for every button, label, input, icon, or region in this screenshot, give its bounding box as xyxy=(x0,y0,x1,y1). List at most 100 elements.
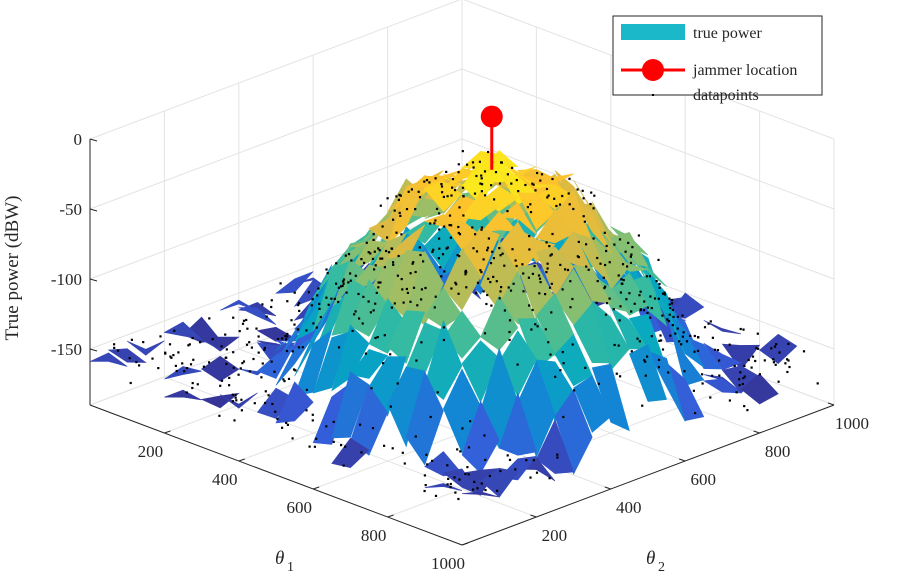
datapoint xyxy=(539,179,542,182)
datapoint xyxy=(189,363,193,366)
surface-patch xyxy=(461,491,500,498)
datapoint xyxy=(479,269,482,272)
surface-patch xyxy=(387,185,426,245)
datapoint xyxy=(373,268,376,271)
datapoint xyxy=(608,261,611,264)
datapoint xyxy=(377,286,380,289)
datapoint xyxy=(349,272,352,275)
surface-patch xyxy=(200,392,240,409)
datapoint xyxy=(365,241,368,244)
datapoint xyxy=(661,314,664,317)
datapoint xyxy=(461,150,464,153)
datapoint xyxy=(554,375,557,378)
datapoint xyxy=(420,288,423,291)
datapoint xyxy=(411,262,414,265)
datapoint xyxy=(319,316,322,319)
datapoint xyxy=(506,454,509,457)
datapoint xyxy=(568,177,571,180)
datapoint xyxy=(392,261,395,264)
surface-patch xyxy=(573,302,612,364)
datapoint xyxy=(556,453,559,456)
datapoint xyxy=(499,290,502,293)
datapoint xyxy=(467,446,471,449)
datapoint xyxy=(383,334,386,337)
datapoint xyxy=(644,360,647,363)
datapoint xyxy=(424,286,427,290)
datapoint xyxy=(480,482,483,485)
datapoint xyxy=(506,210,509,213)
y-tick-label: 400 xyxy=(616,498,642,517)
datapoint xyxy=(385,249,388,253)
datapoint xyxy=(556,456,559,459)
datapoint xyxy=(630,310,633,313)
datapoint xyxy=(372,233,375,236)
datapoint xyxy=(559,263,562,266)
datapoint xyxy=(423,489,426,493)
datapoint xyxy=(657,258,660,261)
surface-patch xyxy=(294,329,333,397)
surface-patch xyxy=(349,349,389,379)
datapoint xyxy=(177,351,180,354)
wall-horizontal-1 xyxy=(89,68,835,210)
datapoint xyxy=(508,338,511,341)
x-tick-label: 1000 xyxy=(431,554,465,573)
surface-patch xyxy=(461,168,500,204)
datapoint xyxy=(466,163,469,166)
datapoint xyxy=(646,311,649,315)
datapoint xyxy=(548,245,551,248)
datapoint xyxy=(531,308,534,312)
datapoint xyxy=(696,349,700,352)
x-tick-label: 200 xyxy=(138,442,164,461)
datapoint xyxy=(393,302,396,305)
datapoint xyxy=(550,253,553,256)
datapoint xyxy=(674,332,677,335)
datapoint xyxy=(475,174,478,178)
datapoint xyxy=(379,204,382,207)
datapoint xyxy=(441,253,445,256)
datapoint xyxy=(442,326,445,329)
datapoint xyxy=(655,280,658,283)
datapoint xyxy=(786,358,789,361)
datapoint xyxy=(499,254,502,257)
datapoint xyxy=(659,334,662,337)
datapoint xyxy=(544,328,547,331)
datapoint xyxy=(643,300,646,303)
datapoint xyxy=(437,257,440,260)
datapoint xyxy=(286,335,289,338)
x-tick-mark xyxy=(238,458,245,462)
datapoint xyxy=(701,373,704,376)
datapoint xyxy=(374,336,377,340)
datapoint xyxy=(291,437,294,440)
datapoint xyxy=(546,267,549,270)
datapoint xyxy=(668,303,671,306)
datapoint xyxy=(246,327,249,330)
datapoint xyxy=(318,302,321,305)
datapoint xyxy=(409,300,412,303)
datapoint xyxy=(681,335,684,338)
datapoint xyxy=(572,207,575,211)
surface-patch xyxy=(127,340,165,356)
datapoint xyxy=(456,254,459,257)
datapoint xyxy=(239,367,242,370)
datapoint xyxy=(472,166,475,169)
datapoint xyxy=(130,338,133,341)
datapoint xyxy=(531,272,534,275)
datapoint xyxy=(457,163,460,166)
datapoint xyxy=(129,381,132,385)
datapoint xyxy=(528,304,531,307)
datapoint xyxy=(633,302,636,305)
surface-patch xyxy=(461,191,500,221)
datapoint xyxy=(618,319,621,322)
datapoint xyxy=(538,292,541,295)
datapoint xyxy=(735,391,738,394)
z-axis-label: True power (dBW) xyxy=(2,196,23,341)
datapoint xyxy=(473,192,477,195)
datapoint xyxy=(191,386,194,390)
datapoint xyxy=(630,253,633,256)
datapoint xyxy=(414,435,417,438)
datapoint xyxy=(191,337,194,340)
datapoint xyxy=(372,238,375,241)
datapoint xyxy=(383,266,386,269)
datapoint xyxy=(170,356,173,359)
